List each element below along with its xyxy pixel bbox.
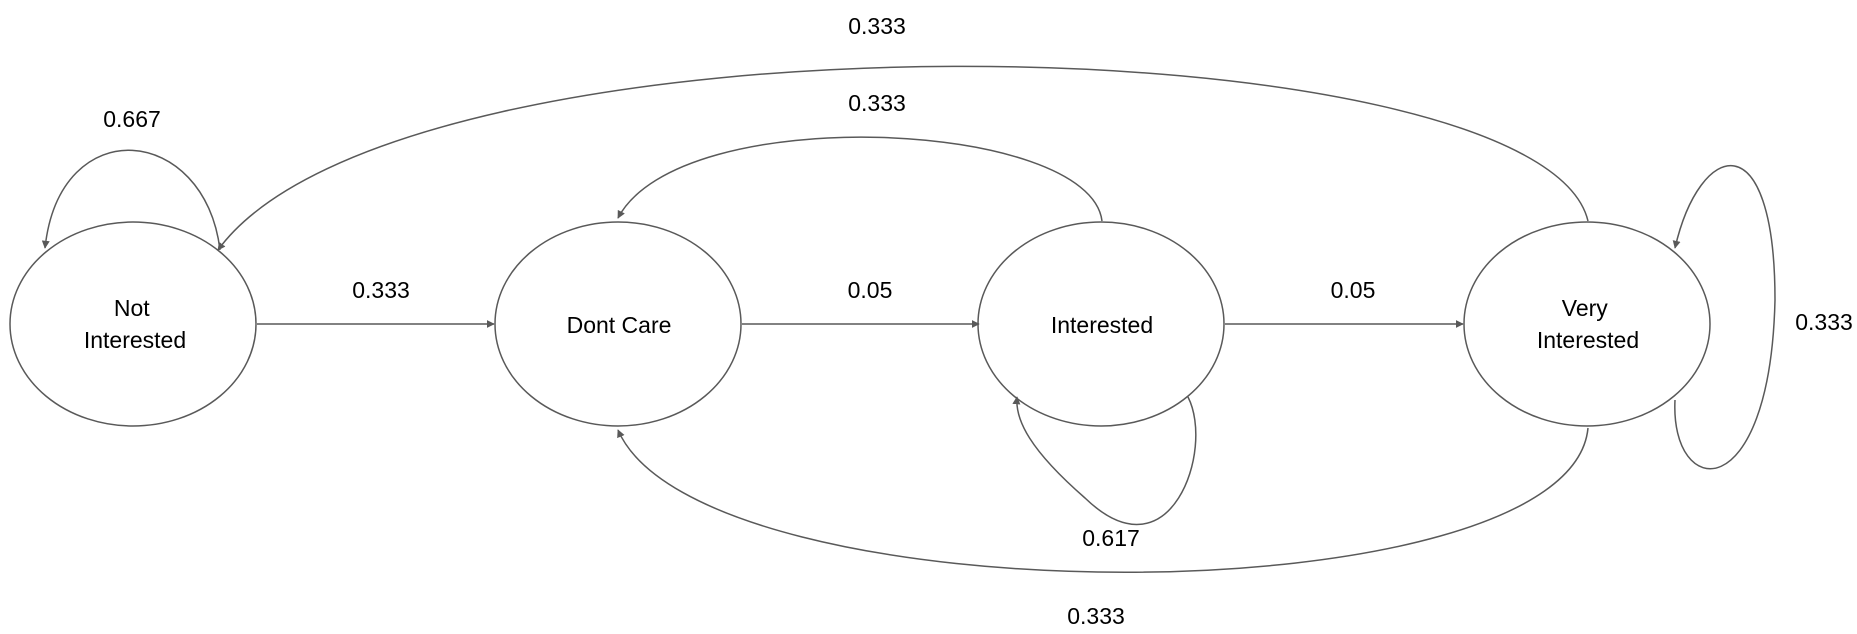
edge-label-interested-to-very-interested: 0.05 (1331, 277, 1376, 303)
edge-very-interested-to-not-interested (217, 65, 1589, 251)
edge-label-not-interested-to-dont-care: 0.333 (352, 277, 410, 303)
state-label-very-interested: Very Interested (1537, 295, 1639, 353)
edge-label-interested-self-loop: 0.617 (1082, 525, 1140, 551)
state-label-interested: Interested (1051, 312, 1153, 338)
edge-label-very-interested-to-not-interested: 0.333 (848, 13, 906, 39)
edge-label-very-interested-to-dont-care: 0.333 (1067, 603, 1125, 629)
edge-interested-to-dont-care (617, 136, 1103, 222)
state-dont-care (494, 221, 742, 427)
edge-very-interested-self-loop (1672, 165, 1776, 470)
edge-label-very-interested-self-loop: 0.333 (1795, 309, 1853, 335)
edge-label-interested-to-dont-care: 0.333 (848, 90, 906, 116)
edge-label-dont-care-to-interested: 0.05 (848, 277, 893, 303)
edge-label-not-interested-self-loop: 0.667 (103, 106, 161, 132)
state-label-not-interested: Not Interested (84, 295, 186, 353)
state-not-interested (9, 221, 257, 427)
state-label-dont-care: Dont Care (567, 312, 672, 338)
state-very-interested (1463, 221, 1711, 427)
edge-interested-self-loop (1012, 396, 1197, 526)
edge-not-interested-self-loop (41, 149, 221, 251)
edge-very-interested-to-dont-care (617, 427, 1589, 573)
